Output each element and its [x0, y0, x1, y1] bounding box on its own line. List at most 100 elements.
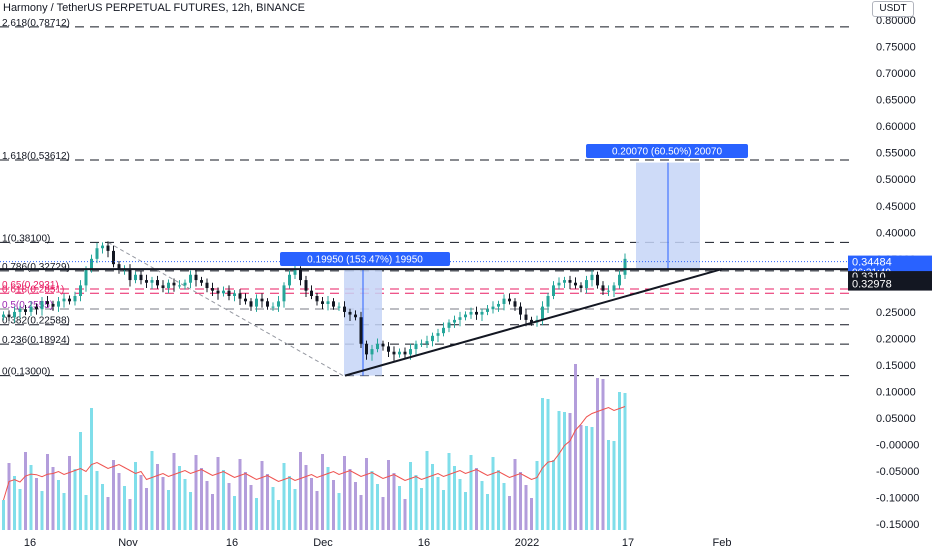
volume-bar	[145, 488, 148, 530]
volume-bar	[436, 477, 440, 530]
resistance-tag-bg	[848, 271, 932, 283]
candle-body	[139, 274, 143, 281]
volume-bar	[409, 462, 412, 530]
candle-body	[310, 290, 313, 296]
volume-bar	[414, 475, 418, 530]
volume-bar	[117, 473, 121, 530]
candle-body	[343, 306, 346, 312]
volume-bar	[623, 393, 627, 530]
volume-bar	[79, 432, 82, 530]
candle-body	[530, 319, 533, 323]
candle-body	[508, 298, 511, 302]
volume-bar	[420, 488, 423, 530]
x-tick-label: Dec	[313, 537, 333, 549]
volume-bar	[403, 499, 407, 530]
candle-body	[486, 309, 489, 312]
volume-bar	[73, 469, 77, 530]
volume-bar	[216, 457, 220, 530]
candle-body	[227, 290, 231, 296]
volume-bar	[277, 500, 280, 530]
volume-bar	[200, 468, 203, 530]
candle-body	[513, 301, 517, 307]
fib-level-label: 0.236(0.18924)	[2, 335, 70, 346]
volume-bar	[546, 399, 550, 530]
candle-body	[244, 298, 247, 302]
y-tick-label: -0.05000	[876, 466, 919, 478]
chart-title: Harmony / TetherUS PERPETUAL FUTURES, 12…	[3, 2, 305, 14]
volume-bar	[172, 453, 176, 530]
volume-bar	[282, 463, 286, 530]
candle-body	[403, 351, 407, 355]
fib-level-label: 0.786(0.32729)	[2, 262, 70, 273]
candle-body	[260, 298, 264, 302]
volume-bar	[255, 498, 258, 530]
volume-bar	[310, 478, 313, 530]
volume-bar	[128, 499, 132, 530]
candle-body	[101, 245, 104, 249]
volume-bar	[541, 398, 544, 530]
candle-body	[541, 306, 544, 320]
candle-body	[112, 250, 115, 265]
x-tick-label: 16	[24, 537, 36, 549]
volume-bar	[249, 485, 253, 530]
volume-bar	[612, 441, 616, 530]
candle-body	[172, 282, 176, 286]
y-tick-label: 0.15000	[876, 360, 916, 372]
volume-bar	[348, 469, 352, 530]
x-tick-label: 17	[622, 537, 634, 549]
candle-body	[299, 269, 302, 281]
candle-body	[480, 311, 484, 315]
candle-body	[13, 311, 16, 318]
candle-body	[365, 343, 368, 355]
candle-body	[519, 306, 522, 315]
volume-bar	[563, 412, 566, 530]
volume-bar	[425, 451, 429, 530]
candle-body	[431, 335, 434, 342]
volume-bar	[535, 461, 539, 530]
volume-bar	[442, 490, 445, 530]
candle-body	[568, 280, 572, 283]
volume-bar	[271, 487, 275, 530]
volume-bar	[387, 460, 390, 530]
candle-body	[211, 288, 214, 291]
candle-body	[233, 293, 236, 296]
volume-bar	[475, 468, 478, 530]
candle-body	[546, 296, 550, 307]
volume-bar	[123, 486, 126, 530]
y-tick-label: 0.60000	[876, 121, 916, 133]
currency-button[interactable]: USDT	[872, 1, 914, 17]
volume-bar	[337, 493, 341, 530]
volume-bar	[381, 497, 385, 530]
volume-bar	[568, 413, 572, 530]
candle-body	[2, 314, 5, 318]
candle-body	[574, 282, 577, 286]
candle-body	[106, 245, 110, 251]
price-tag: 0.32978	[852, 279, 892, 291]
x-tick-label: Nov	[118, 537, 138, 549]
candle-body	[453, 319, 456, 323]
volume-bar	[321, 454, 324, 530]
candle-body	[348, 311, 352, 315]
candle-body	[469, 311, 473, 315]
y-tick-label: 0.65000	[876, 95, 916, 107]
last-price-tag: 0.34484	[852, 257, 892, 269]
y-tick-label: 0.80000	[876, 15, 916, 27]
candle-body	[255, 298, 258, 307]
volume-bar	[365, 458, 368, 530]
candle-body	[458, 317, 462, 320]
volume-bar	[139, 475, 143, 530]
candle-body	[387, 346, 390, 352]
y-tick-label: 0.40000	[876, 227, 916, 239]
volume-ma-line	[3, 406, 626, 501]
x-tick-label: 16	[418, 537, 430, 549]
volume-bar	[343, 456, 346, 530]
candle-body	[618, 274, 621, 286]
candle-body	[205, 282, 209, 289]
y-tick-label: 0.20000	[876, 333, 916, 345]
price-tag-bg	[848, 277, 932, 291]
measure-label-bg	[280, 252, 450, 266]
candle-body	[524, 314, 528, 320]
volume-bar	[205, 481, 209, 530]
fib-level-label: 0(0.13000)	[2, 367, 50, 378]
